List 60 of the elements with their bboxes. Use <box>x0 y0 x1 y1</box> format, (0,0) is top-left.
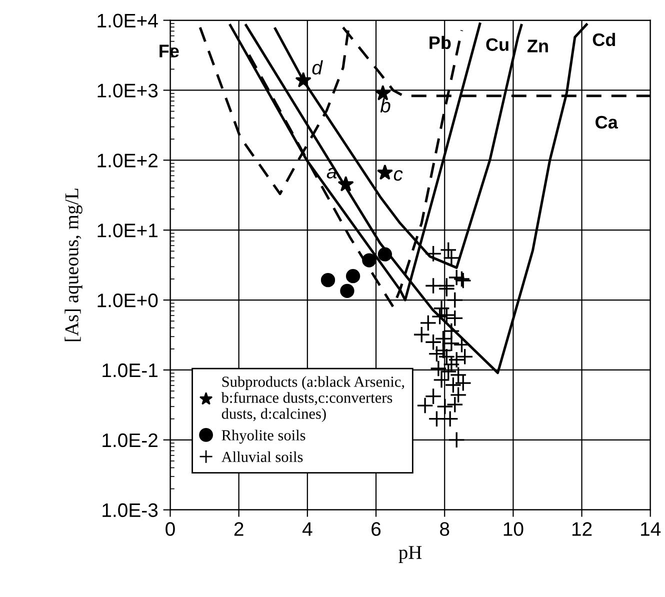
y-tick-label: 1.0E+0 <box>98 294 158 308</box>
x-axis-title: pH <box>398 546 422 563</box>
point <box>442 249 460 266</box>
point <box>448 431 466 448</box>
point <box>424 245 442 262</box>
point <box>420 314 437 332</box>
y-tick-label: 1.0E+4 <box>98 14 158 28</box>
point <box>450 386 467 404</box>
point <box>378 247 392 262</box>
x-tick-label: 8 <box>440 522 450 536</box>
y-tick-label: 1.0E+2 <box>98 154 158 168</box>
annotation: d <box>312 60 323 75</box>
point <box>338 176 354 192</box>
point <box>428 410 446 428</box>
y-tick-label: 1.0E-2 <box>102 433 158 448</box>
annotation: b <box>380 98 390 113</box>
point <box>440 241 457 258</box>
series-label: Ca <box>596 116 618 129</box>
point <box>376 164 394 180</box>
x-tick-label: 12 <box>572 522 592 536</box>
point <box>430 360 447 377</box>
point <box>424 334 442 351</box>
point <box>442 356 460 373</box>
series-label: Cu <box>486 38 508 51</box>
point <box>456 348 474 366</box>
point <box>362 253 376 268</box>
point <box>446 396 464 414</box>
point <box>448 351 466 368</box>
series-label: Cd <box>592 32 616 46</box>
point <box>446 310 464 327</box>
y-tick-label: 1.0E+1 <box>98 224 158 238</box>
point <box>438 348 456 366</box>
point <box>413 326 430 344</box>
series-label: Zn <box>528 40 548 52</box>
point <box>346 269 360 284</box>
legend-label: Subproducts (a:black Arsenic, b:furnace dusts,c:converters dusts, d:calcines) <box>221 376 404 422</box>
point <box>428 345 446 362</box>
point <box>320 272 336 288</box>
y-tick-label: 1.0E-1 <box>102 363 158 378</box>
y-axis-title: [As] aqueous, mg/L <box>64 188 82 342</box>
x-tick-label: 4 <box>302 522 312 536</box>
point <box>340 284 354 298</box>
point <box>442 410 459 428</box>
x-tick-label: 6 <box>372 522 381 536</box>
x-tick-label: 10 <box>504 522 524 536</box>
point <box>424 277 442 294</box>
y-tick-label: 1.0E+3 <box>98 84 158 98</box>
point <box>295 72 312 88</box>
y-tick-label: 1.0E-3 <box>102 503 158 518</box>
x-tick-label: 2 <box>234 522 244 536</box>
legend-label: Rhyolite soils <box>222 430 306 444</box>
point <box>433 300 450 317</box>
point <box>438 280 456 298</box>
annotation: c <box>394 170 403 181</box>
x-tick-label: 14 <box>641 522 661 536</box>
point <box>436 398 454 416</box>
point <box>454 374 472 392</box>
point <box>446 292 464 309</box>
x-tick-label: 0 <box>166 522 175 536</box>
legend-label: Alluvial soils <box>221 451 303 462</box>
